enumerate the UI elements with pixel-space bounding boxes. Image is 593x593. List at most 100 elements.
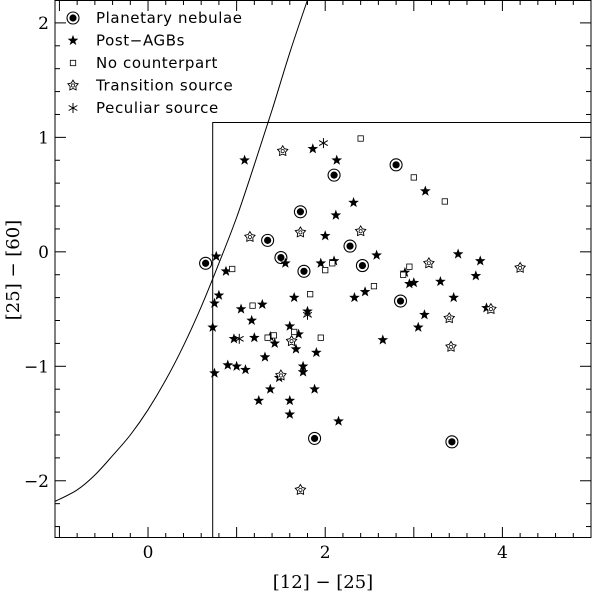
data-point bbox=[290, 343, 302, 354]
legend: Planetary nebulae Post−AGBs No counterpart… bbox=[66, 9, 243, 117]
data-point bbox=[234, 333, 244, 344]
data-point bbox=[229, 265, 236, 273]
data-point bbox=[318, 138, 329, 149]
data-point bbox=[209, 297, 220, 308]
data-point bbox=[297, 360, 309, 371]
data-point bbox=[259, 351, 271, 362]
data-point bbox=[274, 369, 287, 381]
legend-label: Peculiar source bbox=[96, 99, 219, 117]
selection-box bbox=[212, 121, 591, 538]
data-point bbox=[220, 265, 232, 276]
data-point bbox=[422, 256, 435, 269]
data-point bbox=[445, 340, 457, 352]
data-point bbox=[307, 291, 314, 298]
data-point bbox=[370, 283, 378, 290]
data-point bbox=[302, 309, 313, 320]
data-point bbox=[393, 294, 408, 308]
data-point bbox=[333, 415, 344, 426]
data-point bbox=[327, 168, 341, 182]
legend-label: Planetary nebulae bbox=[96, 9, 243, 27]
data-point bbox=[239, 154, 250, 165]
data-point bbox=[448, 292, 459, 303]
data-point bbox=[319, 230, 331, 241]
data-point bbox=[291, 328, 298, 336]
data-point bbox=[307, 143, 319, 154]
data-points bbox=[199, 135, 527, 496]
x-tick-label: 0 bbox=[143, 543, 154, 563]
boundary-curve bbox=[55, 0, 308, 502]
y-axis-label: [25] − [60] bbox=[3, 220, 24, 320]
data-point bbox=[371, 249, 382, 260]
axis-ticks bbox=[55, 0, 592, 538]
data-point bbox=[359, 286, 371, 297]
data-point bbox=[264, 334, 271, 341]
y-tick-label: −1 bbox=[24, 357, 49, 377]
data-point bbox=[228, 333, 240, 344]
data-point bbox=[294, 483, 307, 496]
data-point bbox=[264, 383, 276, 394]
data-point bbox=[284, 395, 296, 406]
data-point bbox=[355, 259, 369, 273]
data-point bbox=[330, 209, 342, 220]
y-tick-label: 2 bbox=[38, 14, 49, 34]
data-point bbox=[199, 256, 213, 270]
data-point bbox=[256, 298, 268, 310]
data-point bbox=[288, 292, 300, 303]
data-point bbox=[293, 328, 304, 339]
data-point bbox=[389, 158, 403, 172]
legend-marker bbox=[69, 59, 77, 67]
data-point bbox=[309, 383, 320, 394]
data-point bbox=[261, 233, 275, 247]
data-point bbox=[377, 334, 389, 345]
data-point bbox=[443, 311, 456, 324]
data-point bbox=[452, 248, 464, 259]
legend-marker bbox=[66, 11, 80, 25]
data-point bbox=[297, 366, 309, 377]
data-point bbox=[420, 185, 431, 196]
data-point bbox=[412, 321, 424, 332]
axis-tick-labels: 0 2 4 −2 −1 0 1 2 bbox=[24, 14, 508, 563]
data-point bbox=[294, 226, 307, 238]
data-point bbox=[474, 255, 486, 266]
data-point bbox=[297, 264, 311, 278]
data-point bbox=[343, 239, 357, 253]
data-point bbox=[284, 408, 296, 419]
legend-label: No counterpart bbox=[96, 54, 218, 72]
x-tick-label: 4 bbox=[497, 543, 508, 563]
legend-marker bbox=[68, 103, 78, 113]
data-point bbox=[231, 360, 242, 371]
data-point bbox=[484, 302, 497, 315]
data-point bbox=[322, 267, 329, 274]
data-point bbox=[209, 367, 220, 378]
data-point bbox=[240, 364, 251, 375]
legend-marker bbox=[67, 34, 79, 46]
data-point bbox=[308, 431, 322, 445]
data-point bbox=[349, 292, 360, 303]
data-point bbox=[243, 230, 256, 243]
x-axis-label: [12] − [25] bbox=[273, 572, 373, 593]
data-point bbox=[274, 251, 288, 265]
plot-frame bbox=[54, 0, 592, 538]
data-point bbox=[269, 337, 281, 348]
data-point bbox=[222, 359, 234, 370]
data-point bbox=[213, 289, 225, 300]
data-point bbox=[284, 320, 296, 331]
y-tick-label: −2 bbox=[24, 472, 49, 492]
data-point bbox=[354, 224, 367, 237]
data-point bbox=[410, 174, 417, 181]
data-point bbox=[400, 271, 407, 278]
data-point bbox=[235, 303, 247, 314]
data-point bbox=[249, 332, 260, 343]
data-point bbox=[253, 395, 265, 406]
data-point bbox=[210, 250, 222, 261]
data-point bbox=[331, 154, 343, 165]
data-point bbox=[276, 144, 289, 157]
y-tick-label: 0 bbox=[38, 243, 49, 263]
data-point bbox=[285, 334, 298, 347]
x-tick-label: 2 bbox=[320, 543, 331, 563]
data-point bbox=[419, 309, 430, 320]
data-point bbox=[470, 270, 482, 281]
legend-label: Post−AGBs bbox=[96, 32, 185, 50]
data-point bbox=[207, 321, 219, 332]
legend-label: Transition source bbox=[95, 77, 233, 95]
